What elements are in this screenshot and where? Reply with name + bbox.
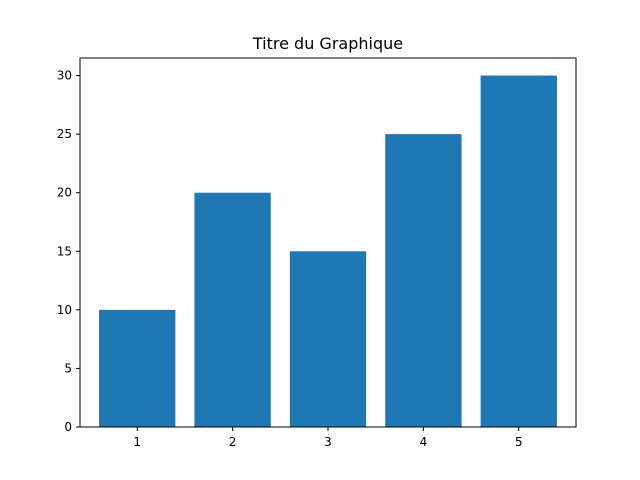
x-tick-label: 3 [324, 435, 332, 449]
bars-group [99, 75, 557, 428]
y-axis-ticks: 0 5 10 15 20 25 30 [57, 69, 80, 434]
y-tick-label: 5 [64, 361, 72, 375]
x-tick-label: 5 [515, 435, 523, 449]
x-tick-label: 1 [133, 435, 141, 449]
y-tick-label: 20 [57, 186, 72, 200]
bar-2 [194, 192, 271, 427]
y-tick-label: 15 [57, 244, 72, 258]
y-tick-label: 10 [57, 303, 72, 317]
y-tick-label: 25 [57, 127, 72, 141]
bar-1 [99, 309, 176, 427]
x-tick-label: 2 [229, 435, 237, 449]
bar-4 [385, 134, 462, 427]
y-tick-label: 0 [64, 420, 72, 434]
x-axis-ticks: 1 2 3 4 5 [133, 427, 523, 449]
axes-frame [79, 57, 577, 428]
chart-title: Titre du Graphique [252, 34, 403, 53]
bar-3 [289, 251, 367, 427]
bar-5 [480, 75, 557, 428]
y-tick-label: 30 [57, 69, 72, 83]
x-tick-label: 4 [420, 435, 428, 449]
